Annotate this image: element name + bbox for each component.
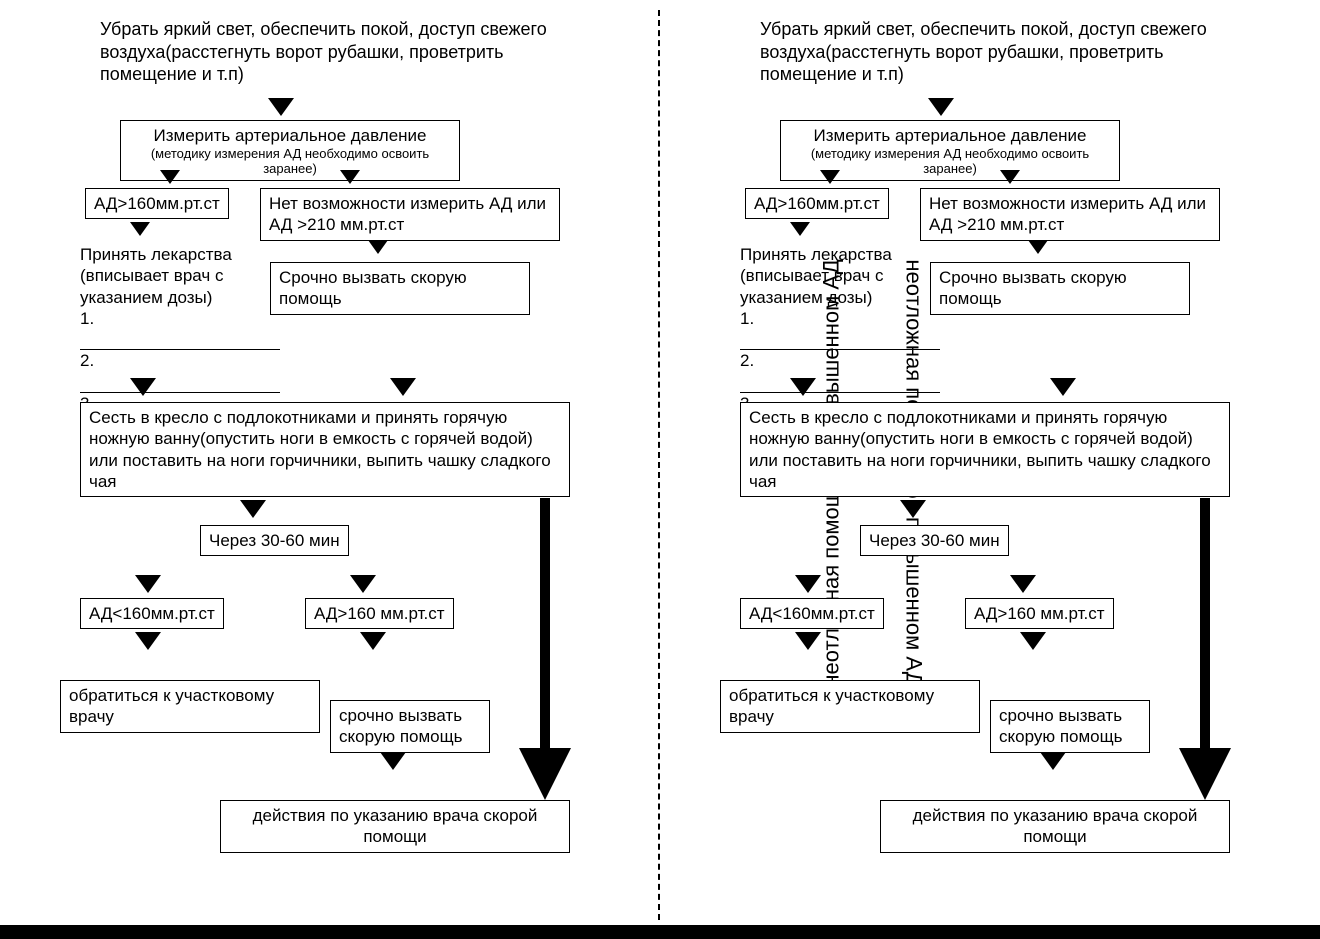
wait-box: Через 30-60 мин — [200, 525, 349, 556]
call-ambulance2-box: срочно вызвать скорую помощь — [990, 700, 1150, 753]
meds-line-1: 1. — [740, 309, 754, 328]
page: неотложная помощь при повышенном АД неот… — [0, 0, 1320, 939]
meds-line-2: 2. — [80, 351, 94, 370]
arrow-icon — [135, 632, 161, 650]
final-box: действия по указанию врача скорой помощи — [880, 800, 1230, 853]
meds-line-1: 1. — [80, 309, 94, 328]
bp-lt160-box: АД<160мм.рт.ст — [740, 598, 884, 629]
bp-gt160b-box: АД>160 мм.рт.ст — [305, 598, 454, 629]
arrow-icon — [900, 500, 926, 518]
meds-intro: Принять лекарства (вписывает врач с указ… — [740, 245, 892, 307]
measure-title: Измерить артериальное давление — [129, 125, 451, 146]
arrow-icon — [1040, 752, 1066, 770]
chair-box: Сесть в кресло с подлокотниками и принят… — [740, 402, 1230, 497]
intro-text: Убрать яркий свет, обеспечить покой, дос… — [760, 18, 1220, 86]
arrow-icon — [928, 98, 954, 116]
arrow-icon — [380, 752, 406, 770]
bp-lt160-box: АД<160мм.рт.ст — [80, 598, 224, 629]
arrow-icon — [1050, 378, 1076, 396]
measure-title: Измерить артериальное давление — [789, 125, 1111, 146]
flowchart-panel-left: Убрать яркий свет, обеспечить покой, дос… — [80, 0, 640, 920]
blank-line — [740, 335, 940, 350]
arrow-icon — [130, 222, 150, 236]
chair-box: Сесть в кресло с подлокотниками и принят… — [80, 402, 570, 497]
flowchart-panel-right: Убрать яркий свет, обеспечить покой, дос… — [740, 0, 1300, 920]
arrow-icon — [1010, 575, 1036, 593]
arrow-icon — [135, 575, 161, 593]
bp-gt160-box: АД>160мм.рт.ст — [745, 188, 889, 219]
arrow-icon — [390, 378, 416, 396]
call-ambulance-box: Срочно вызвать скорую помощь — [270, 262, 530, 315]
arrow-icon — [1000, 170, 1020, 184]
center-divider — [658, 10, 660, 920]
meds-intro: Принять лекарства (вписывает врач с указ… — [80, 245, 232, 307]
no-measure-box: Нет возможности измерить АД или АД >210 … — [920, 188, 1220, 241]
arrow-icon — [795, 632, 821, 650]
arrow-icon — [130, 378, 156, 396]
bp-gt160b-box: АД>160 мм.рт.ст — [965, 598, 1114, 629]
call-ambulance2-box: срочно вызвать скорую помощь — [330, 700, 490, 753]
arrow-icon — [240, 500, 266, 518]
arrow-icon — [350, 575, 376, 593]
call-ambulance-box: Срочно вызвать скорую помощь — [930, 262, 1190, 315]
arrow-icon — [790, 222, 810, 236]
blank-line — [80, 335, 280, 350]
to-doctor-box: обратиться к участковому врачу — [720, 680, 980, 733]
arrow-icon — [790, 378, 816, 396]
blank-line — [80, 378, 280, 393]
arrow-icon — [160, 170, 180, 184]
arrow-icon — [340, 170, 360, 184]
final-box: действия по указанию врача скорой помощи — [220, 800, 570, 853]
intro-text: Убрать яркий свет, обеспечить покой, дос… — [100, 18, 560, 86]
wait-box: Через 30-60 мин — [860, 525, 1009, 556]
blank-line — [740, 378, 940, 393]
arrow-icon — [1028, 240, 1048, 254]
bp-gt160-box: АД>160мм.рт.ст — [85, 188, 229, 219]
arrow-icon — [368, 240, 388, 254]
to-doctor-box: обратиться к участковому врачу — [60, 680, 320, 733]
bottom-bar — [0, 925, 1320, 939]
meds-line-2: 2. — [740, 351, 754, 370]
arrow-icon — [1020, 632, 1046, 650]
arrow-icon — [360, 632, 386, 650]
no-measure-box: Нет возможности измерить АД или АД >210 … — [260, 188, 560, 241]
arrow-icon — [820, 170, 840, 184]
arrow-icon — [268, 98, 294, 116]
arrow-icon — [795, 575, 821, 593]
